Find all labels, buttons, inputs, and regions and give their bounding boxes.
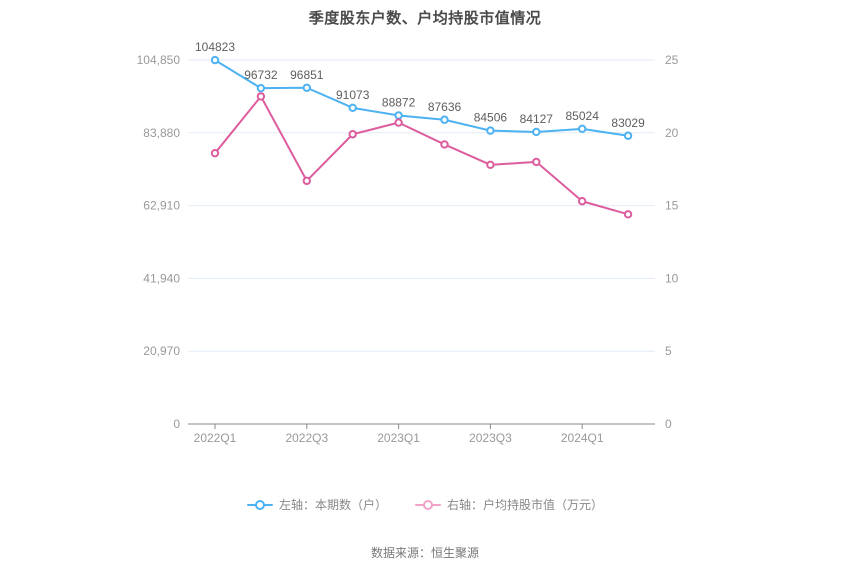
legend-item-shareholder-count[interactable]: 左轴：本期数（户） — [246, 496, 387, 513]
right-axis-tick-label: 5 — [665, 344, 672, 358]
data-point-label: 87636 — [428, 100, 462, 114]
data-point-shareholder-count[interactable] — [348, 103, 357, 113]
data-point-avg-holding-market-value[interactable] — [302, 176, 311, 186]
data-point-avg-holding-market-value[interactable] — [578, 197, 587, 206]
left-axis-tick-label: 62,910 — [143, 199, 180, 213]
data-point-shareholder-count[interactable] — [623, 131, 633, 140]
data-point-shareholder-count[interactable] — [256, 83, 266, 93]
right-axis-tick-label: 15 — [665, 199, 679, 213]
data-point-shareholder-count[interactable] — [302, 83, 311, 92]
data-point-shareholder-count[interactable] — [486, 126, 495, 135]
data-point-avg-holding-market-value[interactable] — [210, 148, 220, 158]
legend-item-avg-holding-value[interactable]: 右轴：户均持股市值（万元） — [415, 496, 603, 513]
data-point-avg-holding-market-value[interactable] — [348, 130, 357, 139]
data-point-avg-holding-market-value[interactable] — [256, 92, 266, 101]
chart-legend: 左轴：本期数（户） 右轴：户均持股市值（万元） — [0, 496, 850, 513]
data-point-label: 84506 — [474, 111, 508, 125]
data-point-label: 88872 — [382, 95, 416, 109]
pink-line-marker-icon — [415, 499, 441, 510]
data-point-shareholder-count[interactable] — [394, 111, 403, 120]
left-axis-tick-label: 104,850 — [137, 53, 181, 67]
line-chart-canvas[interactable]: 104,850 25 83,880 20 62,910 15 41,940 10 20,970 5… — [0, 0, 850, 470]
data-point-label: 96732 — [244, 68, 278, 82]
data-point-avg-holding-market-value[interactable] — [532, 157, 541, 167]
data-point-label: 83029 — [611, 116, 645, 130]
data-point-shareholder-count[interactable] — [578, 124, 587, 134]
legend-label-shareholder-count: 左轴：本期数（户） — [278, 498, 387, 512]
data-source: 数据来源：恒生聚源 — [370, 546, 479, 560]
data-point-label: 96851 — [290, 68, 324, 82]
data-point-shareholder-count[interactable] — [532, 127, 541, 137]
right-axis-tick-label: 0 — [665, 417, 672, 431]
data-point-shareholder-count[interactable] — [210, 55, 220, 65]
left-axis-tick-label: 83,880 — [143, 126, 180, 140]
blue-line-marker-icon — [246, 499, 273, 510]
data-point-label: 84127 — [520, 112, 554, 126]
data-point-label: 91073 — [336, 88, 370, 102]
x-axis-tick-label: 2023Q3 — [469, 431, 512, 445]
chart-title: 季度股东户数、户均持股市值情况 — [308, 10, 542, 27]
x-axis-tick-label: 2023Q1 — [377, 431, 420, 445]
right-axis-tick-label: 20 — [665, 126, 679, 140]
left-axis-tick-label: 0 — [173, 417, 180, 431]
data-point-label: 85024 — [566, 109, 600, 123]
left-axis-tick-label: 41,940 — [143, 271, 180, 285]
data-point-avg-holding-market-value[interactable] — [486, 160, 495, 170]
x-axis-tick-label: 2022Q3 — [285, 431, 328, 445]
x-axis-tick-label: 2024Q1 — [561, 431, 604, 445]
right-axis-tick-label: 10 — [665, 271, 679, 285]
line-series-avg-holding-market-value — [214, 95, 630, 216]
data-point-label: 104823 — [195, 40, 235, 54]
legend-label-avg-holding-value: 右轴：户均持股市值（万元） — [447, 498, 604, 512]
data-point-avg-holding-market-value[interactable] — [394, 118, 403, 127]
data-point-avg-holding-market-value[interactable] — [623, 210, 633, 219]
right-axis-tick-label: 25 — [665, 53, 679, 67]
x-axis-tick-label: 2022Q1 — [194, 431, 237, 445]
left-axis-tick-label: 20,970 — [143, 344, 180, 358]
data-point-shareholder-count[interactable] — [440, 115, 449, 124]
line-series-shareholder-count — [214, 59, 630, 137]
data-point-avg-holding-market-value[interactable] — [440, 140, 449, 149]
